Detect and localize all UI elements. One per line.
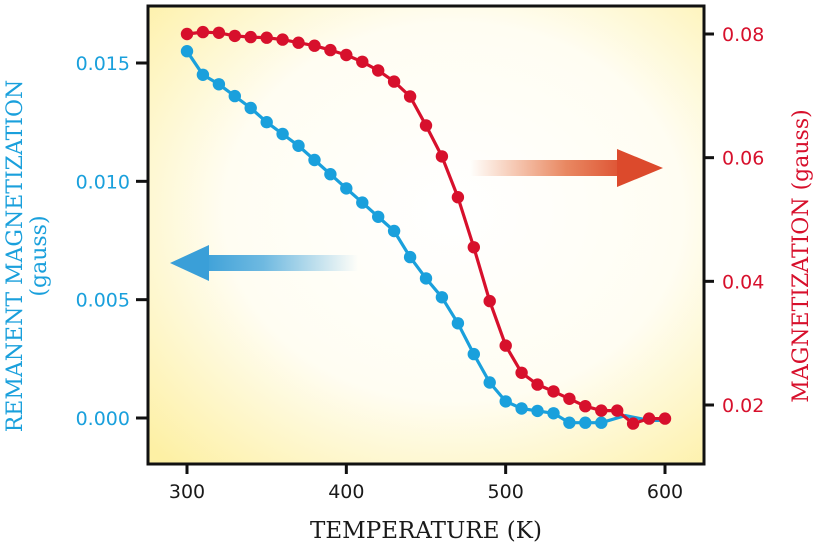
x-tick-label: 500 [488, 481, 524, 503]
data-point [244, 101, 257, 115]
data-point [419, 272, 433, 285]
data-point [292, 36, 305, 49]
data-point [244, 30, 257, 44]
left-y-tick-label: 0.010 [76, 171, 130, 193]
left-y-axis-unit: (gauss) [27, 215, 52, 296]
data-point [595, 404, 608, 417]
data-point [308, 39, 321, 52]
data-point [531, 378, 544, 391]
data-point [260, 116, 273, 129]
left-arrow-shaft [200, 255, 358, 271]
left-y-tick-label: 0.005 [76, 290, 130, 312]
right-y-tick-label: 0.08 [722, 24, 764, 46]
data-point [387, 224, 401, 238]
data-point [356, 196, 369, 209]
data-point [276, 127, 289, 141]
right-y-tick-label: 0.04 [722, 271, 764, 293]
data-point [515, 402, 528, 415]
data-point [451, 191, 465, 204]
plot-frame [146, 4, 706, 466]
data-point [595, 416, 608, 429]
data-point [340, 48, 353, 62]
data-point [611, 404, 624, 417]
right-arrow-head [617, 149, 663, 187]
data-point [563, 392, 576, 405]
data-point [212, 26, 226, 39]
x-tick-label: 400 [328, 481, 364, 503]
data-point [531, 404, 544, 418]
data-point [467, 347, 480, 361]
right-arrow-shaft [470, 160, 630, 176]
x-axis-label: TEMPERATURE (K) [310, 518, 542, 544]
data-point [547, 407, 560, 420]
data-point [658, 412, 672, 425]
left-y-tick-label: 0.015 [76, 53, 130, 75]
data-point [324, 168, 337, 181]
data-point [579, 416, 592, 429]
data-point [372, 64, 385, 77]
data-point [356, 55, 369, 68]
right-y-tick-label: 0.06 [722, 148, 764, 170]
data-point [180, 27, 194, 41]
series-remanent-magnetization [180, 45, 665, 429]
left-arrow-annotation [170, 245, 358, 281]
left-arrow-head [170, 245, 209, 281]
plot-background [148, 6, 704, 464]
right-arrow-annotation [470, 149, 663, 187]
data-point [467, 241, 480, 254]
data-point [451, 317, 465, 330]
data-point [403, 250, 417, 264]
data-point [563, 416, 576, 429]
right-y-tick-label: 0.02 [722, 395, 764, 417]
data-point [642, 412, 656, 425]
data-point [435, 150, 449, 163]
x-tick-label: 600 [647, 481, 683, 503]
data-point [196, 25, 210, 39]
data-point [228, 29, 241, 43]
data-point [547, 385, 560, 398]
x-tick-label: 300 [169, 481, 205, 503]
left-y-tick-label: 0.000 [76, 408, 130, 430]
data-point [196, 68, 210, 82]
right-y-axis-label: MAGNETIZATION (gauss) [789, 109, 814, 402]
data-point [579, 400, 592, 413]
left-y-axis-label: REMANENT MAGNETIZATION [3, 80, 28, 433]
data-point [228, 89, 241, 103]
data-point [515, 366, 528, 379]
data-point [387, 75, 401, 88]
data-point [292, 139, 305, 152]
data-point [403, 90, 417, 103]
data-point [308, 153, 321, 167]
data-point [324, 43, 337, 57]
data-point [483, 294, 496, 308]
data-point [419, 119, 433, 132]
data-point [626, 417, 640, 430]
data-point [499, 339, 512, 352]
data-point [483, 376, 496, 389]
data-point [260, 31, 273, 44]
data-point [340, 182, 353, 195]
data-point [435, 291, 449, 304]
series-magnetization [180, 25, 672, 430]
data-point [276, 33, 289, 46]
data-point [212, 78, 226, 91]
data-point [180, 45, 194, 58]
data-point [372, 210, 385, 223]
data-point [499, 395, 512, 408]
